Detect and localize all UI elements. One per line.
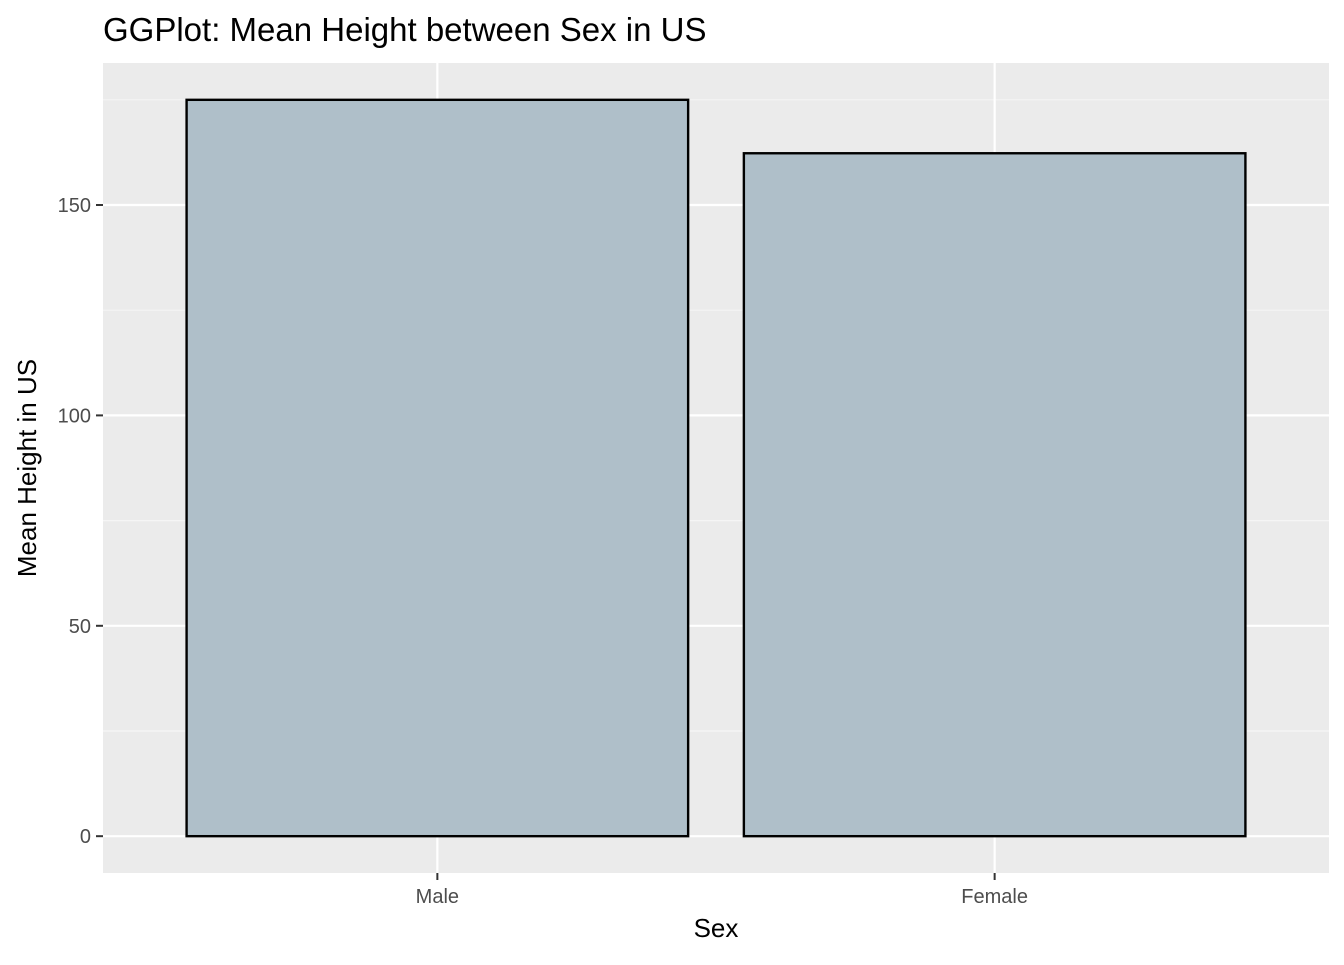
y-axis: 0 50 100 150 <box>58 195 103 848</box>
chart-title: GGPlot: Mean Height between Sex in US <box>103 11 706 48</box>
x-tick-label: Male <box>416 886 459 908</box>
x-axis: Male Female <box>416 873 1028 908</box>
x-tick-label: Female <box>961 886 1028 908</box>
y-tick-label: 50 <box>69 616 91 638</box>
y-axis-title: Mean Height in US <box>12 359 42 577</box>
bar-male <box>185 98 690 838</box>
y-tick-label: 150 <box>58 195 91 217</box>
bar-female <box>742 152 1247 838</box>
x-axis-title: Sex <box>694 913 739 943</box>
y-tick-label: 100 <box>58 405 91 427</box>
bars <box>185 98 1247 838</box>
y-tick-label: 0 <box>80 826 91 848</box>
